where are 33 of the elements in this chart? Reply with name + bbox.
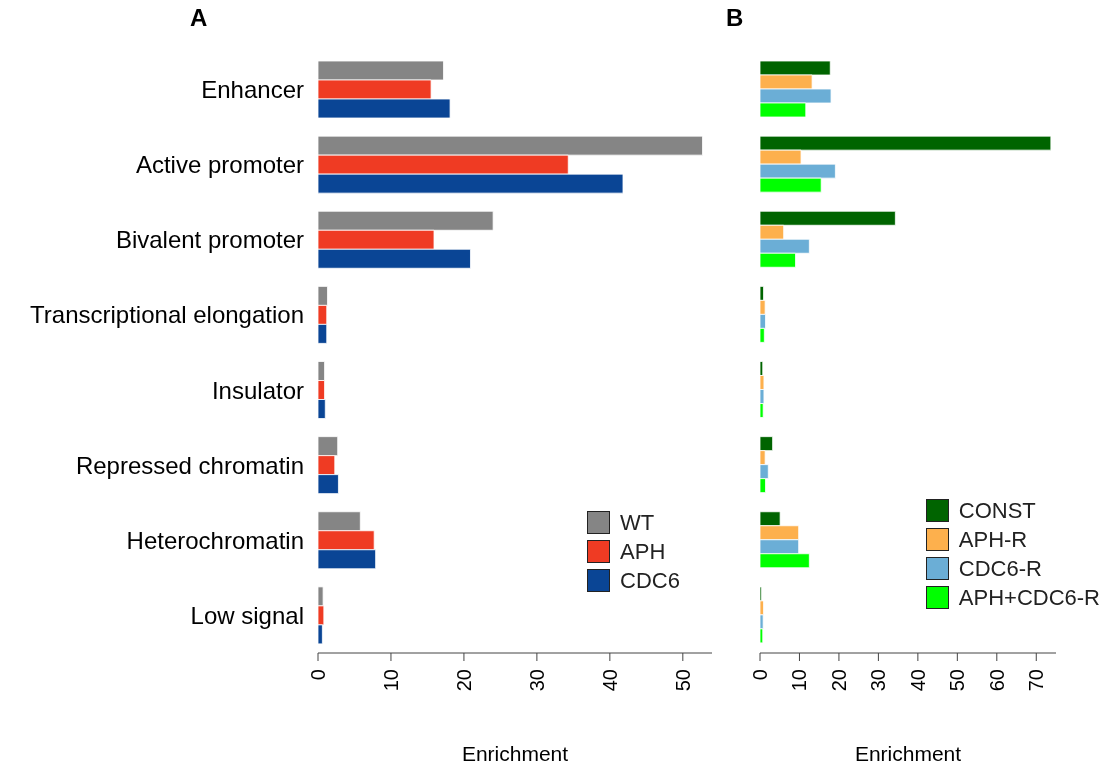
x-tick-label: 50	[671, 669, 694, 692]
x-tick-label: 60	[985, 669, 1008, 692]
legend-label: APH	[620, 538, 666, 565]
x-tick-label: 20	[452, 669, 475, 692]
x-tick-label: 50	[946, 669, 969, 692]
x-tick-label: 70	[1025, 669, 1048, 692]
x-axis-title: Enrichment	[461, 742, 569, 765]
y-tick-label: Repressed chromatin	[75, 451, 304, 479]
y-tick-label: Active promoter	[135, 151, 304, 179]
chart-title: A	[190, 4, 208, 32]
y-tick-label: Insulator	[211, 376, 304, 404]
x-tick-label: 40	[598, 669, 621, 692]
legend-label: APH-R	[958, 526, 1028, 553]
legend-label: CONST	[958, 497, 1036, 524]
y-tick-label: Enhancer	[201, 76, 304, 104]
y-tick-label: Transcriptional elongation	[30, 301, 304, 329]
x-tick-label: 20	[827, 669, 850, 692]
x-axis-title: Enrichment	[854, 742, 962, 765]
chart-title: B	[726, 4, 744, 32]
legend-label: CDC6	[620, 567, 680, 594]
legend-label: WT	[620, 509, 655, 536]
x-tick-label: 30	[867, 669, 890, 692]
x-tick-label: 10	[788, 669, 811, 692]
x-tick-label: 10	[379, 669, 402, 692]
x-tick-label: 40	[906, 669, 929, 692]
y-tick-label: Low signal	[190, 601, 304, 629]
y-tick-label: Bivalent promoter	[115, 226, 304, 254]
legend-label: CDC6-R	[958, 555, 1042, 582]
y-tick-label: Heterochromatin	[126, 526, 304, 554]
x-tick-label: 0	[307, 669, 329, 681]
legend-label: APH+CDC6-R	[958, 584, 1100, 611]
x-tick-label: 0	[749, 669, 771, 681]
x-tick-label: 30	[525, 669, 548, 692]
